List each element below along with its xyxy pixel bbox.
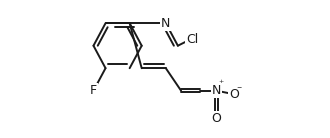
- Text: $^{-}$: $^{-}$: [236, 84, 242, 93]
- Text: N: N: [212, 84, 221, 97]
- Text: N: N: [161, 17, 171, 30]
- Text: Cl: Cl: [186, 33, 198, 46]
- Text: O: O: [229, 88, 239, 101]
- Text: O: O: [212, 112, 221, 124]
- Text: $^{+}$: $^{+}$: [218, 79, 225, 88]
- Text: F: F: [90, 84, 97, 97]
